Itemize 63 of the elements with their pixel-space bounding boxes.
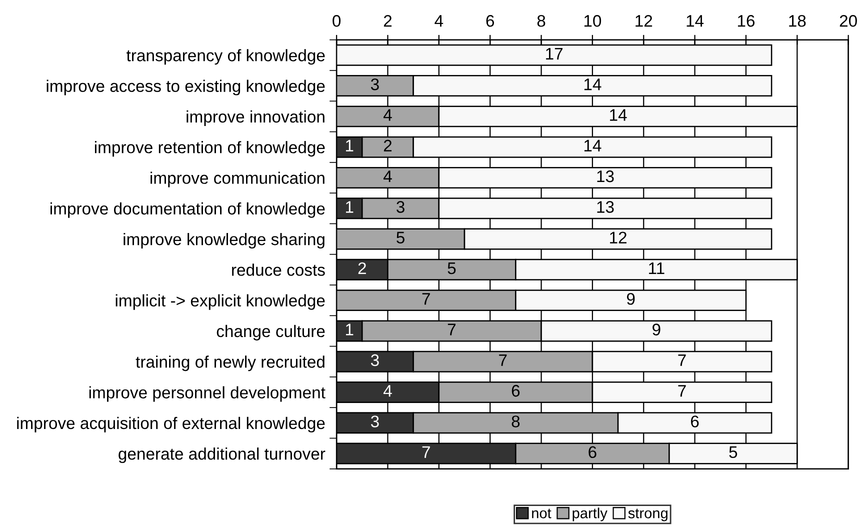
data-label: 7 [422, 293, 430, 305]
data-label: 5 [448, 262, 456, 274]
data-label: 14 [584, 78, 602, 90]
x-tick-label: 20 [840, 15, 857, 27]
data-label: 8 [512, 416, 520, 428]
x-tick-label: 12 [636, 15, 652, 27]
data-label: 7 [499, 354, 507, 366]
x-tick-label: 14 [686, 15, 704, 27]
data-label: 5 [396, 232, 404, 244]
data-label: 14 [610, 109, 627, 121]
y-tick-label: improve knowledge sharing [124, 232, 324, 249]
data-label: 1 [346, 201, 354, 213]
y-tick-label: improve retention of knowledge [94, 141, 325, 157]
legend-label: partly [572, 508, 608, 522]
data-label: 7 [678, 354, 686, 366]
data-label: 7 [448, 324, 456, 336]
data-label: 7 [678, 385, 686, 397]
legend-label: not [532, 508, 552, 518]
y-tick-label: generate additional turnover [118, 448, 326, 464]
data-label: 13 [597, 170, 614, 182]
y-tick-label: improve access to existing knowledge [46, 80, 325, 96]
y-tick-label: transparency of knowledge [126, 49, 325, 65]
data-label: 17 [546, 48, 562, 60]
y-tick-label: improve communication [150, 172, 324, 188]
data-label: 11 [649, 262, 664, 274]
data-label: 3 [370, 78, 379, 90]
y-tick-label: improve documentation of knowledge [50, 202, 325, 218]
data-label: 12 [610, 232, 626, 244]
data-label: 14 [584, 140, 602, 152]
y-tick-label: change culture [216, 324, 325, 340]
data-label: 7 [422, 446, 430, 458]
y-tick-label: improve acquisition of external knowledge [17, 416, 325, 432]
data-label: 9 [626, 292, 635, 305]
y-tick-label: improve innovation [186, 110, 324, 126]
data-label: 9 [652, 324, 660, 336]
x-tick-label: 0 [332, 15, 341, 27]
y-tick-label: training of newly recruited [136, 356, 324, 372]
data-label: 6 [691, 416, 699, 428]
x-tick-label: 4 [434, 15, 444, 27]
legend-label: strong [628, 508, 668, 522]
data-label: 13 [597, 201, 614, 213]
data-label: 4 [383, 109, 392, 121]
data-label: 3 [396, 201, 404, 213]
data-label: 2 [358, 262, 366, 274]
x-tick-label: 8 [537, 15, 546, 27]
x-tick-label: 2 [384, 15, 392, 27]
x-tick-label: 10 [584, 15, 602, 27]
y-tick-label: reduce costs [232, 264, 325, 276]
x-tick-label: 16 [738, 15, 755, 27]
data-label: 1 [346, 324, 354, 336]
y-tick-label: improve personnel development [89, 386, 326, 402]
data-label: 3 [370, 416, 379, 428]
y-tick-label: implicit -> explicit knowledge [116, 294, 325, 310]
data-label: 3 [370, 354, 379, 366]
data-label: 5 [729, 446, 738, 458]
data-label: 4 [383, 385, 392, 397]
data-label: 2 [384, 140, 392, 152]
data-label: 1 [346, 140, 354, 152]
data-label: 6 [588, 446, 596, 458]
data-label: 6 [512, 384, 520, 397]
data-label: 4 [383, 170, 392, 182]
x-tick-label: 18 [789, 15, 806, 27]
x-tick-label: 6 [486, 15, 494, 27]
